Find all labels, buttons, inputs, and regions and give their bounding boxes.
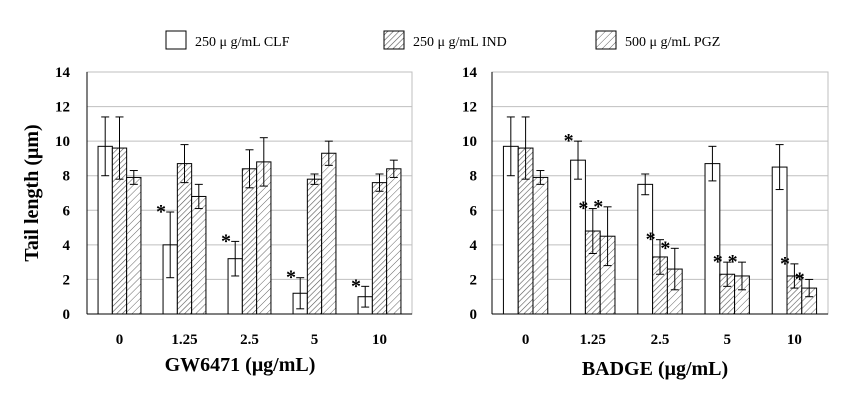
- y-tick-label: 10: [55, 134, 70, 150]
- y-tick-label: 10: [462, 134, 477, 150]
- legend-entry-clf: 250 μ g/mL CLF: [165, 30, 290, 50]
- significance-star: *: [795, 268, 805, 290]
- x-tick-label: 5: [723, 332, 731, 348]
- y-tick-label: 4: [470, 238, 478, 254]
- x-tick-label: 10: [372, 332, 387, 348]
- significance-star: *: [713, 251, 723, 273]
- bar: [386, 168, 402, 315]
- y-tick-label: 0: [470, 307, 478, 323]
- legend-entry-pgz: 500 μ g/mL PGZ: [595, 30, 720, 50]
- x-axis-title: GW6471 (μg/mL): [165, 354, 316, 376]
- x-tick-label: 0: [116, 332, 124, 348]
- significance-star: *: [351, 275, 361, 297]
- x-tick-label: 10: [787, 332, 802, 348]
- bar: [241, 168, 258, 315]
- bar: [126, 176, 142, 315]
- y-tick-label: 14: [55, 65, 71, 81]
- legend-label-pgz: 500 μ g/mL PGZ: [625, 35, 720, 50]
- bar: [176, 163, 193, 315]
- y-tick-label: 4: [63, 238, 71, 254]
- y-tick-label: 12: [55, 100, 70, 116]
- significance-star: *: [286, 267, 296, 289]
- legend-label-clf: 250 μ g/mL CLF: [195, 35, 290, 50]
- significance-star: *: [660, 237, 670, 259]
- x-tick-label: 2.5: [240, 332, 259, 348]
- bar: [371, 182, 388, 315]
- significance-star: *: [221, 230, 231, 252]
- bar: [532, 176, 549, 315]
- legend: 250 μ g/mL CLF 250 μ g/mL IND 500 μ g/mL…: [165, 30, 720, 50]
- y-tick-label: 0: [63, 307, 71, 323]
- x-tick-label: 0: [522, 332, 530, 348]
- legend-swatch-ind: [383, 30, 405, 50]
- x-tick-label: 5: [311, 332, 319, 348]
- significance-star: *: [593, 196, 603, 218]
- bar: [321, 152, 337, 315]
- x-axis-title: BADGE (μg/mL): [582, 358, 728, 380]
- y-tick-label: 6: [63, 203, 71, 219]
- x-tick-label: 1.25: [171, 332, 197, 348]
- bar: [306, 178, 323, 315]
- y-tick-label: 12: [462, 100, 477, 116]
- y-tick-label: 14: [462, 65, 478, 81]
- legend-swatch-clf: [165, 30, 187, 50]
- x-tick-label: 2.5: [651, 332, 670, 348]
- legend-swatch-pgz: [595, 30, 617, 50]
- y-tick-label: 2: [470, 272, 478, 288]
- y-axis-title: Tail length (μm): [21, 124, 43, 261]
- significance-star: *: [780, 253, 790, 275]
- significance-star: *: [578, 198, 588, 220]
- significance-star: *: [156, 201, 166, 223]
- chart-gw6471: 0 2 4 6 8 10 12 14 0 1.25 * 2.5 * 5 * 10 * GW6471 (μg/mL)…: [21, 65, 413, 376]
- significance-star: *: [728, 251, 738, 273]
- y-tick-label: 8: [63, 169, 71, 185]
- significance-star: *: [564, 130, 574, 152]
- significance-star: *: [646, 229, 656, 251]
- bar: [570, 159, 586, 315]
- legend-entry-ind: 250 μ g/mL IND: [383, 30, 507, 50]
- y-tick-label: 6: [470, 203, 478, 219]
- bar: [191, 195, 207, 315]
- bar: [704, 163, 721, 315]
- legend-label-ind: 250 μ g/mL IND: [413, 35, 507, 50]
- y-tick-label: 2: [63, 272, 71, 288]
- y-tick-label: 8: [470, 169, 478, 185]
- x-tick-label: 1.25: [580, 332, 606, 348]
